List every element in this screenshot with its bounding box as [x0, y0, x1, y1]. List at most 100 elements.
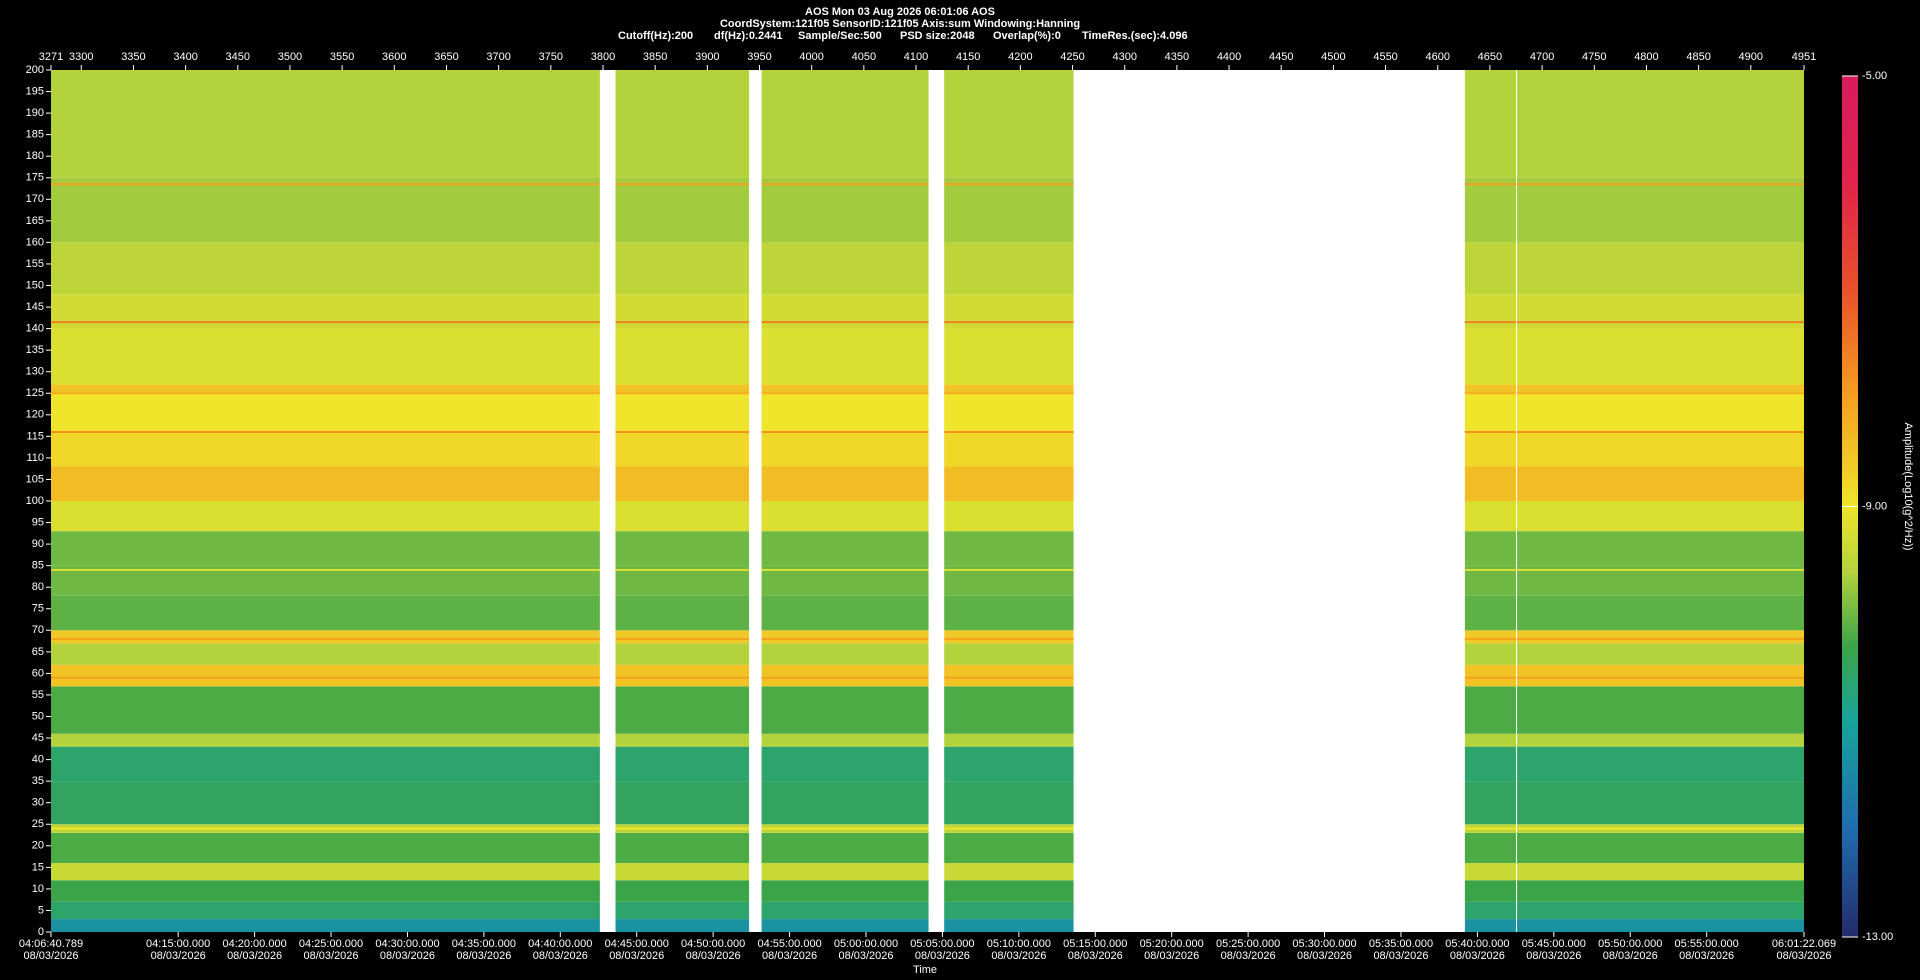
spectrogram-cell — [1464, 242, 1517, 295]
spectrogram-cell — [51, 384, 600, 394]
spectrogram-cell — [1517, 901, 1804, 920]
x-tick-label: 4550 — [1373, 51, 1397, 63]
spectrogram-cell — [944, 432, 1074, 467]
x-tick-label: 4100 — [904, 51, 928, 63]
tone-line — [1517, 321, 1804, 324]
spectrogram-cell — [1464, 501, 1517, 532]
spectrogram-cell — [944, 643, 1074, 665]
spectrogram-cell — [1464, 432, 1517, 467]
y-tick-label: 30 — [32, 797, 44, 809]
time-tick-label: 04:25:00.000 — [299, 938, 363, 950]
tone-line — [1464, 637, 1517, 640]
spectrogram-cell — [1517, 919, 1804, 932]
spectrogram-cell — [944, 595, 1074, 631]
tone-line — [761, 183, 929, 186]
tone-line — [1464, 676, 1517, 679]
spectrogram-cell — [761, 664, 929, 687]
tone-line — [1464, 321, 1517, 324]
spectrogram-cell — [51, 863, 600, 881]
parameter: Cutoff(Hz):200 — [618, 30, 693, 42]
spectrogram-cell — [51, 177, 600, 243]
spectrogram-cell — [1517, 595, 1804, 631]
tone-line — [944, 392, 1074, 395]
tone-line — [615, 431, 750, 434]
spectrogram-cell — [615, 501, 750, 532]
y-tick-label: 110 — [26, 452, 44, 464]
spectrogram-cell — [615, 531, 750, 566]
tone-line — [944, 637, 1074, 640]
spectrogram-cell — [1517, 630, 1804, 644]
x-tick-label: 3900 — [695, 51, 719, 63]
spectrogram-cell — [1464, 466, 1517, 501]
y-tick-label: 60 — [32, 667, 44, 679]
time-tick-label: 04:15:00.000 — [146, 938, 210, 950]
x-tick-label: 4650 — [1478, 51, 1502, 63]
spectrogram-cell — [1517, 328, 1804, 385]
spectrogram-cell — [1517, 664, 1804, 687]
spectrogram-cell — [944, 733, 1074, 747]
x-tick-label: 4900 — [1739, 51, 1763, 63]
spectrogram-cell — [1464, 630, 1517, 644]
spectrogram-cell — [761, 863, 929, 881]
y-tick-label: 10 — [32, 883, 44, 895]
spectrogram-cell — [1517, 531, 1804, 566]
spectrogram-cell — [615, 466, 750, 501]
time-tick-label: 04:06:40.789 — [19, 938, 83, 950]
spectrogram-cell — [51, 880, 600, 902]
spectrogram-cell — [761, 686, 929, 734]
spectrogram-cell — [51, 531, 600, 566]
spectrogram-cell — [1464, 70, 1517, 178]
y-tick-label: 195 — [26, 85, 44, 97]
spectrogram-cell — [51, 832, 600, 864]
x-tick-label: 3650 — [434, 51, 458, 63]
colorbar-tick-label: -9.00 — [1862, 500, 1887, 512]
spectrogram-cell — [761, 328, 929, 385]
date-label: 08/03/2026 — [1373, 950, 1428, 962]
time-tick-label: 05:20:00.000 — [1140, 938, 1204, 950]
x-tick-label: 3400 — [173, 51, 197, 63]
spectrogram-cell — [761, 746, 929, 782]
tone-line — [51, 827, 600, 830]
x-tick-label: 3850 — [643, 51, 667, 63]
tone-line — [1464, 392, 1517, 395]
spectrogram-cell — [944, 919, 1074, 932]
tone-line — [51, 321, 600, 324]
tone-line — [51, 392, 600, 395]
spectrogram-cell — [615, 630, 750, 644]
x-tick-label: 4050 — [852, 51, 876, 63]
spectrogram-cell — [1464, 880, 1517, 902]
spectrogram-cell — [1517, 643, 1804, 665]
time-tick-label: 05:10:00.000 — [987, 938, 1051, 950]
spectrogram-cell — [761, 832, 929, 864]
time-tick-label: 04:50:00.000 — [681, 938, 745, 950]
spectrogram-cell — [761, 880, 929, 902]
y-tick-label: 85 — [32, 560, 44, 572]
spectrogram-cell — [1517, 393, 1804, 433]
x-tick-label: 3600 — [382, 51, 406, 63]
tone-line — [1517, 568, 1804, 571]
spectrogram-cell — [761, 393, 929, 433]
y-tick-label: 180 — [26, 150, 44, 162]
tone-line — [761, 637, 929, 640]
time-tick-label: 05:40:00.000 — [1445, 938, 1509, 950]
y-tick-label: 80 — [32, 581, 44, 593]
date-label: 08/03/2026 — [1526, 950, 1581, 962]
x-tick-label: 3950 — [747, 51, 771, 63]
x-tick-label: 4951 — [1792, 51, 1816, 63]
spectrogram-cell — [51, 630, 600, 644]
parameter: TimeRes.(sec):4.096 — [1082, 30, 1188, 42]
spectrogram-cell — [1464, 294, 1517, 329]
spectrogram-cell — [51, 746, 600, 782]
y-tick-label: 190 — [26, 107, 44, 119]
spectrogram-cell — [51, 595, 600, 631]
spectrogram-cell — [615, 781, 750, 825]
spectrogram-cell — [944, 466, 1074, 501]
spectrogram-cell — [615, 919, 750, 932]
spectrogram-cell — [615, 733, 750, 747]
y-tick-label: 160 — [26, 236, 44, 248]
y-tick-label: 100 — [26, 495, 44, 507]
tone-line — [1517, 183, 1804, 186]
x-tick-label: 4250 — [1060, 51, 1084, 63]
spectrogram-cell — [1464, 595, 1517, 631]
tone-line — [1464, 568, 1517, 571]
